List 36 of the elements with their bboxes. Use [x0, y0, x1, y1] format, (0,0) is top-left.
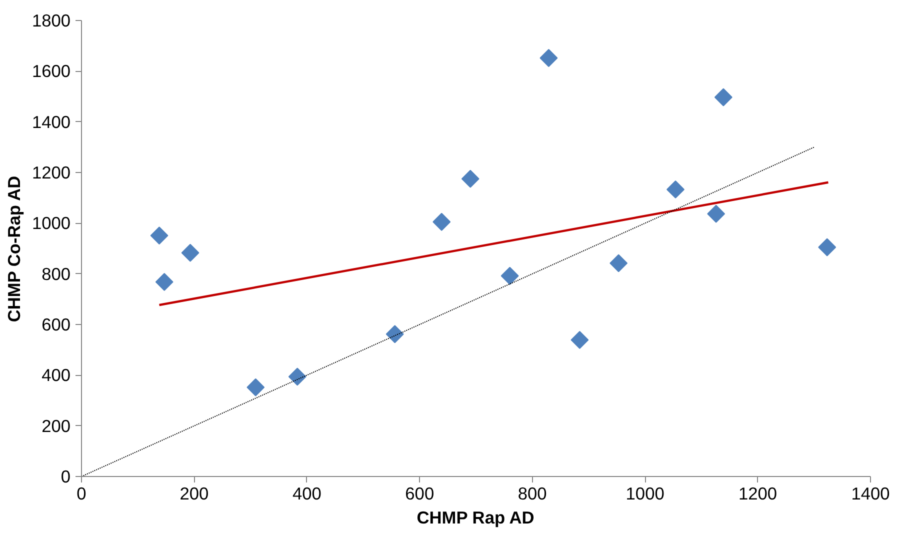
x-tick-label: 1400: [851, 484, 890, 504]
point: [540, 49, 558, 67]
point: [707, 204, 726, 223]
x-tick-label: 200: [180, 484, 209, 504]
point: [155, 272, 174, 291]
x-tick-label: 400: [292, 484, 322, 504]
y-tick-label: 1200: [32, 162, 71, 182]
point: [500, 266, 519, 285]
y-tick-label: 1600: [32, 61, 71, 82]
x-tick-label: 1000: [626, 484, 664, 504]
point: [432, 212, 451, 231]
y-tick-label: 400: [42, 365, 71, 386]
point: [714, 88, 732, 106]
x-tick-label: 1200: [738, 484, 778, 504]
y-tick-label: 200: [42, 416, 71, 436]
x-axis-title: CHMP Rap AD: [416, 508, 534, 528]
y-tick-label: 800: [42, 264, 71, 284]
x-tick-label: 0: [76, 484, 86, 504]
point: [818, 238, 836, 256]
point: [461, 170, 480, 188]
y-tick-label: 1000: [32, 213, 71, 234]
point: [610, 254, 628, 272]
y-axis-title: CHMP Co-Rap AD: [4, 176, 24, 322]
y-tick-label: 1800: [32, 10, 71, 30]
x-tick-label: 800: [518, 484, 547, 504]
point: [150, 226, 168, 245]
x-tick-label: 600: [405, 484, 434, 504]
point: [288, 368, 306, 386]
point: [386, 325, 404, 344]
point: [246, 378, 265, 396]
y-tick-label: 1400: [32, 112, 71, 132]
point: [181, 244, 200, 262]
point: [666, 180, 684, 198]
point: [570, 330, 589, 349]
y-tick-label: 600: [42, 314, 71, 334]
y-tick-label: 0: [60, 466, 71, 486]
